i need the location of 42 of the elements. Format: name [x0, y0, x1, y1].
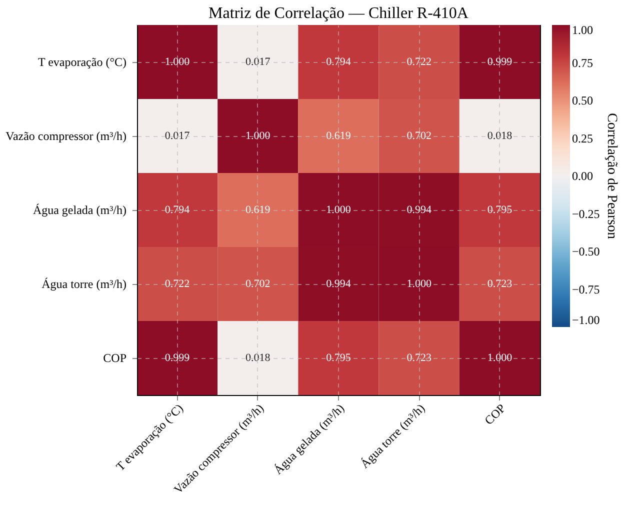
data-label: 1.000 [246, 130, 271, 142]
data-label: 0.702 [246, 278, 270, 290]
data-label: 0.794 [164, 204, 190, 216]
y-tick-label: Água torre (m³/h) [42, 277, 126, 291]
data-label: 0.795 [487, 204, 513, 216]
chart-title: Matriz de Correlação — Chiller R-410A [208, 5, 469, 22]
data-label: 0.017 [246, 56, 271, 68]
data-label: 0.018 [246, 352, 271, 364]
data-label: 0.017 [164, 130, 190, 142]
data-label: 1.000 [487, 352, 513, 364]
color-bar-label: −0.25 [572, 206, 600, 221]
data-label: 0.999 [164, 352, 190, 364]
y-tick-label: Vazão compressor (m³/h) [6, 129, 127, 143]
x-tick-label: COP [482, 400, 508, 428]
data-label: 0.702 [406, 130, 432, 142]
y-tick-label: T evaporação (°C) [38, 55, 126, 69]
data-label: 0.994 [326, 278, 352, 290]
data-label: 1.000 [326, 204, 352, 216]
data-label: 0.794 [326, 56, 352, 68]
data-label: 0.619 [326, 130, 352, 142]
color-bar-label: 0.00 [572, 169, 593, 183]
y-tick-label: COP [103, 351, 127, 365]
color-bar-label: −0.75 [572, 282, 600, 296]
color-bar-label: 0.25 [572, 131, 593, 146]
data-label: 0.722 [406, 56, 432, 68]
data-label: 0.723 [406, 352, 432, 364]
data-label: 0.619 [246, 204, 271, 216]
data-label: 1.000 [406, 278, 432, 290]
color-bar-title: Correlação de Pearson [604, 113, 619, 239]
data-label: 0.018 [487, 130, 513, 142]
data-label: 0.795 [326, 352, 352, 364]
data-label: 0.723 [487, 278, 513, 290]
color-bar-label: −0.50 [572, 244, 600, 258]
data-label: 1.000 [164, 56, 190, 68]
data-label: 0.722 [164, 278, 190, 290]
color-bar-label: 1.00 [572, 23, 593, 37]
color-bar-label: 0.75 [572, 56, 593, 70]
y-tick-label: Água gelada (m³/h) [32, 203, 127, 217]
color-bar-label: 0.50 [572, 94, 593, 108]
data-label: 0.999 [487, 56, 513, 68]
color-bar-label: −1.00 [572, 313, 600, 327]
data-label: 0.994 [406, 204, 432, 216]
